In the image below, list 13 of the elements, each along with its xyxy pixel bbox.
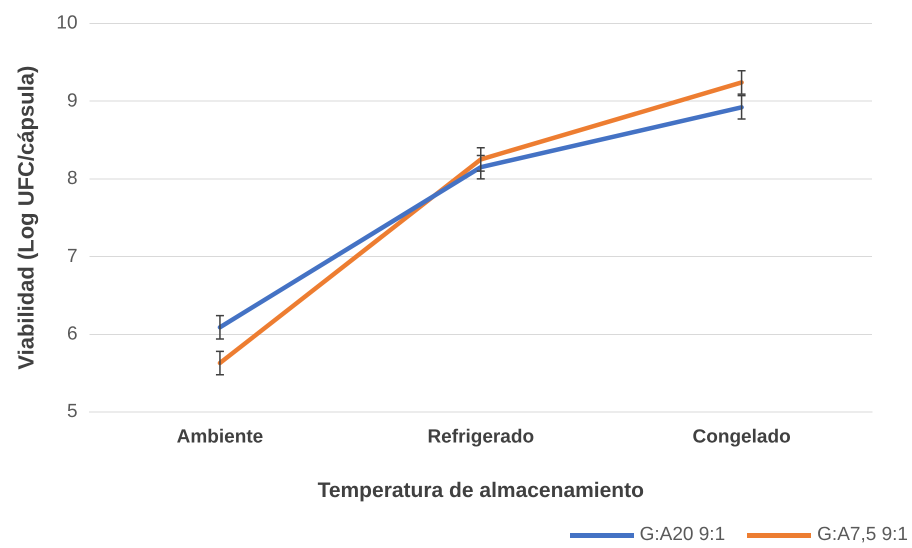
x-tick-label: Refrigerado (427, 426, 534, 448)
x-axis-title: Temperatura de almacenamiento (318, 479, 644, 502)
y-tick-label: 10 (56, 12, 78, 34)
y-tick-label: 9 (66, 90, 78, 112)
y-tick-label: 5 (66, 401, 78, 422)
legend-label: G:A7,5 9:1 (816, 524, 908, 546)
x-tick-label: Ambiente (176, 426, 264, 448)
y-tick-label: 7 (66, 246, 78, 267)
x-tick-label: Congelado (692, 426, 791, 448)
legend-label: G:A20 9:1 (638, 524, 726, 546)
y-tick-label: 6 (66, 324, 78, 345)
y-tick-label: 8 (66, 168, 78, 190)
y-axis-title: Viabilidad (Log UFC/cápsula) (13, 66, 38, 370)
